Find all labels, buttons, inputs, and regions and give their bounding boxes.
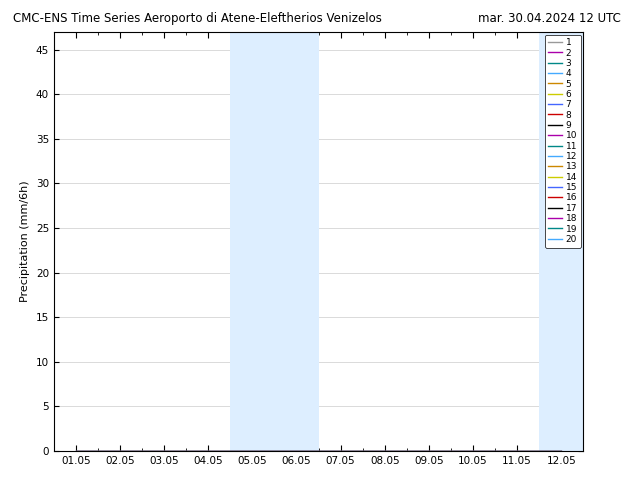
Bar (230, 32, 318, 451)
Y-axis label: Precipitation (mm/6h): Precipitation (mm/6h) (20, 180, 30, 302)
Text: mar. 30.04.2024 12 UTC: mar. 30.04.2024 12 UTC (479, 12, 621, 25)
Bar (539, 32, 628, 451)
Legend: 1, 2, 3, 4, 5, 6, 7, 8, 9, 10, 11, 12, 13, 14, 15, 16, 17, 18, 19, 20: 1, 2, 3, 4, 5, 6, 7, 8, 9, 10, 11, 12, 1… (545, 35, 581, 247)
Text: CMC-ENS Time Series Aeroporto di Atene-Eleftherios Venizelos: CMC-ENS Time Series Aeroporto di Atene-E… (13, 12, 382, 25)
